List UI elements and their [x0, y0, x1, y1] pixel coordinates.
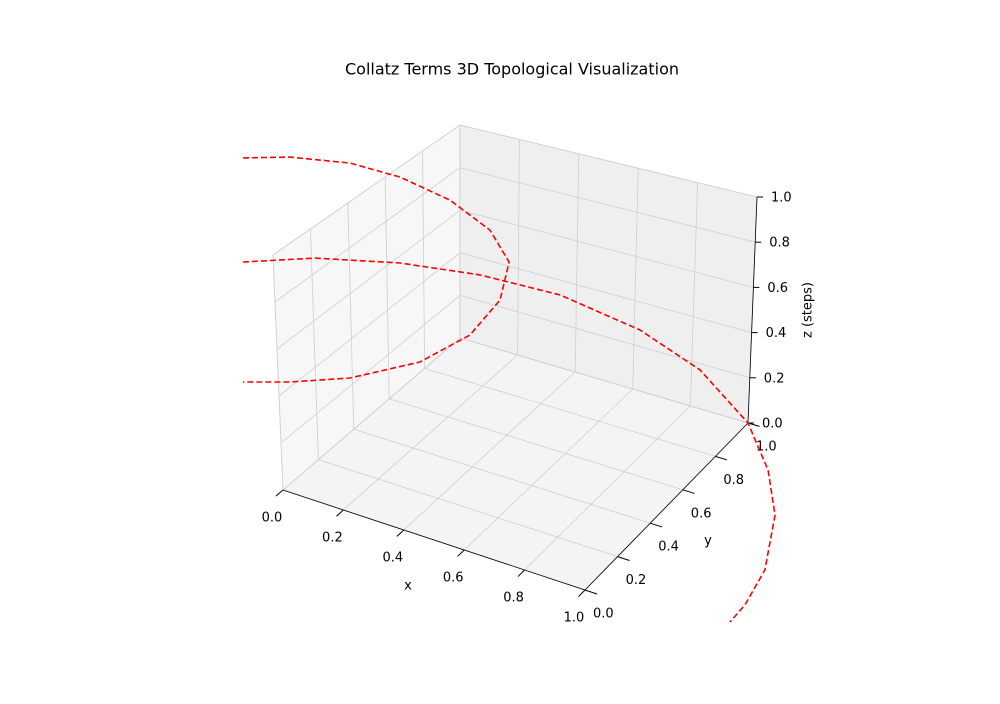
x-tick-label: 0.0: [262, 511, 283, 526]
data-line: [242, 156, 510, 383]
grid-line: [272, 254, 284, 491]
y-tick-label: 0.8: [723, 473, 744, 488]
x-tick-label: 1.0: [564, 611, 585, 626]
grid-line: [353, 428, 651, 524]
grid-line: [574, 153, 580, 373]
grid-line: [389, 398, 683, 491]
x-tick-label: 0.6: [443, 571, 464, 586]
y-tick-label: 0.4: [658, 540, 679, 555]
x-tick: [578, 589, 586, 598]
chart-title: Collatz Terms 3D Topological Visualizati…: [345, 60, 679, 79]
y-tick: [715, 455, 728, 461]
panes: [272, 124, 758, 591]
y-tick-label: 0.6: [691, 506, 712, 521]
z-axis-line: [747, 196, 758, 424]
grid-line: [459, 337, 749, 424]
y-axis-label: y: [704, 534, 712, 549]
z-tick-label: 0.0: [762, 417, 783, 432]
x-tick-label: 0.2: [322, 531, 343, 546]
grid-line: [690, 182, 698, 407]
grid-line: [424, 368, 716, 457]
y-tick: [682, 489, 695, 494]
y-tick: [617, 556, 630, 561]
grid-line: [459, 252, 752, 333]
grid-line: [280, 295, 461, 444]
x-tick: [517, 569, 525, 577]
z-tick-label: 0.6: [767, 281, 788, 296]
axes: 0.0 0.2 0.4 0.6 0.8 1.0 0.0 0.2 0.4 0.6 0.8 1.0 0.0 0…: [262, 191, 792, 626]
x-axis-label: x: [404, 579, 412, 594]
z-tick-label: 1.0: [771, 191, 792, 206]
curves: [242, 156, 776, 623]
grid-line: [459, 209, 754, 288]
z-tick-label: 0.2: [764, 371, 785, 386]
grid-line: [524, 405, 691, 571]
x-tick: [457, 549, 465, 557]
x-tick: [396, 529, 405, 537]
grid-line: [632, 168, 639, 390]
x-axis-line: [282, 489, 586, 591]
grid-line: [343, 354, 518, 511]
grid-line: [384, 176, 390, 399]
grid-line: [318, 459, 618, 557]
y-tick-label: 0.2: [626, 573, 647, 588]
z-tick-label: 0.8: [769, 236, 790, 251]
grid-line: [272, 124, 461, 256]
y-tick: [584, 589, 598, 595]
grid-line: [310, 228, 319, 460]
y-tick: [650, 522, 663, 528]
y-tick-label: 1.0: [756, 440, 777, 455]
grid-line: [278, 252, 461, 397]
grid-line: [276, 209, 461, 350]
y-axis-line: [584, 422, 749, 591]
grid-line: [282, 337, 461, 491]
y-tick-label: 0.0: [593, 607, 614, 622]
grid-line: [347, 202, 355, 430]
grid-line: [403, 371, 576, 531]
grid-line: [459, 295, 750, 379]
z-tick-label: 0.4: [766, 326, 787, 341]
x-tick: [336, 509, 344, 517]
grid-line: [517, 139, 520, 356]
grid-line: [459, 124, 758, 198]
data-line: [242, 257, 776, 623]
x-tick: [275, 489, 284, 497]
grid-line: [463, 388, 634, 551]
x-tick-label: 0.8: [503, 591, 524, 606]
x-tick-label: 0.4: [382, 551, 403, 566]
grid-line: [459, 167, 756, 243]
y-tick: [747, 422, 760, 427]
z-axis-label: z (steps): [801, 282, 816, 338]
